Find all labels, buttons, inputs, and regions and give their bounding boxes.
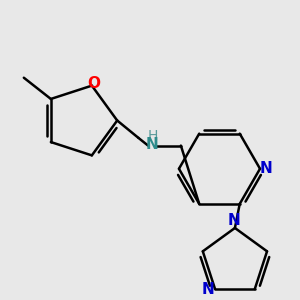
Text: O: O: [87, 76, 100, 91]
Text: H: H: [148, 129, 158, 143]
Text: N: N: [146, 137, 158, 152]
Text: N: N: [228, 213, 240, 228]
Text: N: N: [260, 161, 272, 176]
Text: N: N: [202, 282, 215, 297]
